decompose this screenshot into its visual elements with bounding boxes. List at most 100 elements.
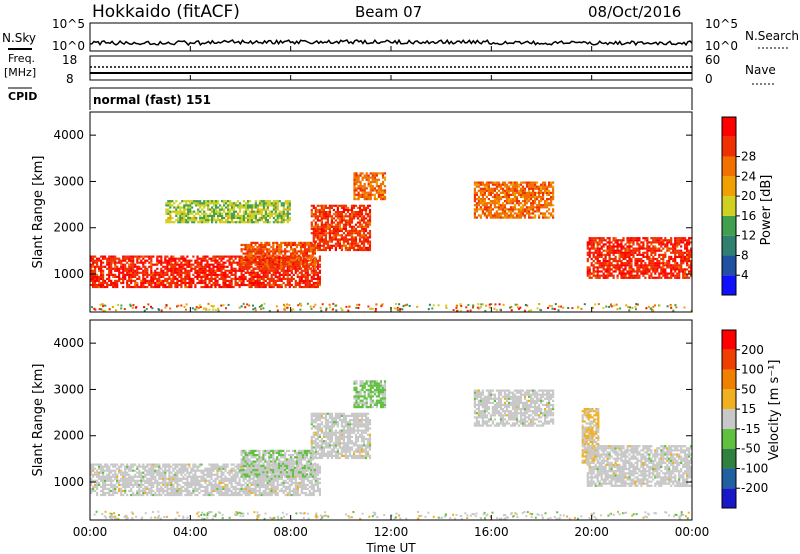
echo-cell	[542, 212, 545, 215]
echo-cell	[644, 237, 647, 240]
echo-cell	[204, 281, 207, 285]
echo-cell	[135, 306, 138, 309]
echo-cell	[209, 219, 212, 222]
echo-cell	[509, 216, 513, 219]
echo-cell	[308, 285, 311, 289]
echo-cell	[354, 240, 358, 243]
echo-cell	[346, 215, 350, 218]
echo-cell	[499, 216, 503, 219]
echo-cell	[361, 176, 364, 179]
echo-cell	[350, 208, 354, 212]
echo-cell	[602, 264, 605, 267]
echo-cell	[260, 308, 263, 311]
echo-cell	[144, 259, 147, 262]
echo-cell	[136, 475, 139, 478]
echo-cell	[320, 236, 323, 239]
echo-cell	[136, 281, 139, 285]
echo-cell	[493, 193, 496, 196]
echo-cell	[487, 193, 490, 196]
echo-cell	[528, 193, 531, 196]
echo-cell	[99, 303, 102, 306]
echo-cell	[353, 195, 356, 198]
echo-cell	[90, 491, 93, 495]
echo-cell	[517, 212, 521, 215]
echo-cell	[98, 281, 101, 285]
echo-cell	[324, 246, 327, 249]
echo-cell	[670, 274, 673, 277]
echo-cell	[264, 265, 267, 268]
echo-cell	[188, 263, 191, 266]
echo-cell	[176, 305, 178, 308]
echo-cell	[230, 206, 234, 209]
echo-cell	[654, 247, 657, 250]
echo-cell	[326, 213, 329, 216]
echo-cell	[632, 253, 635, 256]
echo-cell	[598, 260, 601, 263]
echo-cell	[361, 185, 364, 188]
echo-cell	[185, 212, 188, 215]
echo-cell	[608, 253, 611, 256]
echo-cell	[334, 236, 337, 239]
echo-cell	[630, 276, 633, 279]
echo-cell	[268, 254, 271, 257]
echo-cell	[252, 275, 255, 278]
echo-cell	[491, 191, 494, 194]
echo-cell	[521, 206, 525, 209]
echo-cell	[110, 257, 113, 260]
echo-cell	[357, 180, 360, 184]
echo-cell	[162, 463, 165, 466]
echo-cell	[509, 193, 513, 196]
echo-cell	[342, 211, 345, 214]
echo-cell	[152, 493, 155, 497]
echo-cell	[485, 185, 488, 188]
echo-cell	[330, 219, 333, 222]
echo-cell	[130, 463, 133, 466]
echo-cell	[316, 232, 319, 235]
echo-cell	[664, 264, 667, 267]
echo-cell	[226, 269, 229, 272]
echo-cell	[248, 214, 252, 217]
echo-cell	[368, 217, 372, 220]
echo-cell	[367, 180, 370, 184]
echo-cell	[262, 307, 265, 310]
echo-cell	[124, 487, 127, 490]
echo-cell	[481, 193, 484, 196]
echo-cell	[118, 479, 121, 482]
echo-cell	[530, 181, 533, 184]
echo-cell	[307, 248, 310, 251]
echo-cell	[487, 183, 490, 186]
echo-cell	[174, 275, 177, 278]
echo-cell	[204, 307, 207, 310]
echo-cell	[106, 475, 109, 478]
echo-cell	[600, 241, 603, 244]
echo-cell	[590, 257, 593, 261]
echo-cell	[98, 279, 101, 282]
echo-cell	[320, 232, 323, 235]
echo-cell	[283, 305, 286, 308]
echo-cell	[146, 279, 149, 282]
echo-cell	[320, 206, 323, 209]
echo-cell	[248, 248, 251, 251]
echo-cell	[194, 283, 197, 287]
echo-cell	[501, 181, 505, 184]
echo-cell	[489, 206, 492, 209]
echo-cell	[171, 204, 174, 207]
echo-cell	[354, 232, 358, 235]
echo-cell	[632, 255, 635, 258]
echo-cell	[132, 263, 135, 266]
echo-cell	[620, 264, 623, 267]
echo-cell	[260, 250, 263, 253]
echo-cell	[276, 248, 279, 251]
echo-cell	[340, 238, 343, 241]
echo-cell	[96, 283, 99, 287]
echo-cell	[618, 253, 621, 256]
echo-cell	[624, 253, 627, 256]
echo-cell	[688, 237, 691, 240]
echo-cell	[276, 214, 279, 217]
echo-cell	[110, 263, 113, 266]
echo-cell	[278, 246, 281, 249]
echo-cell	[491, 187, 494, 190]
echo-cell	[282, 256, 285, 259]
echo-cell	[136, 283, 139, 287]
echo-cell	[124, 481, 127, 484]
